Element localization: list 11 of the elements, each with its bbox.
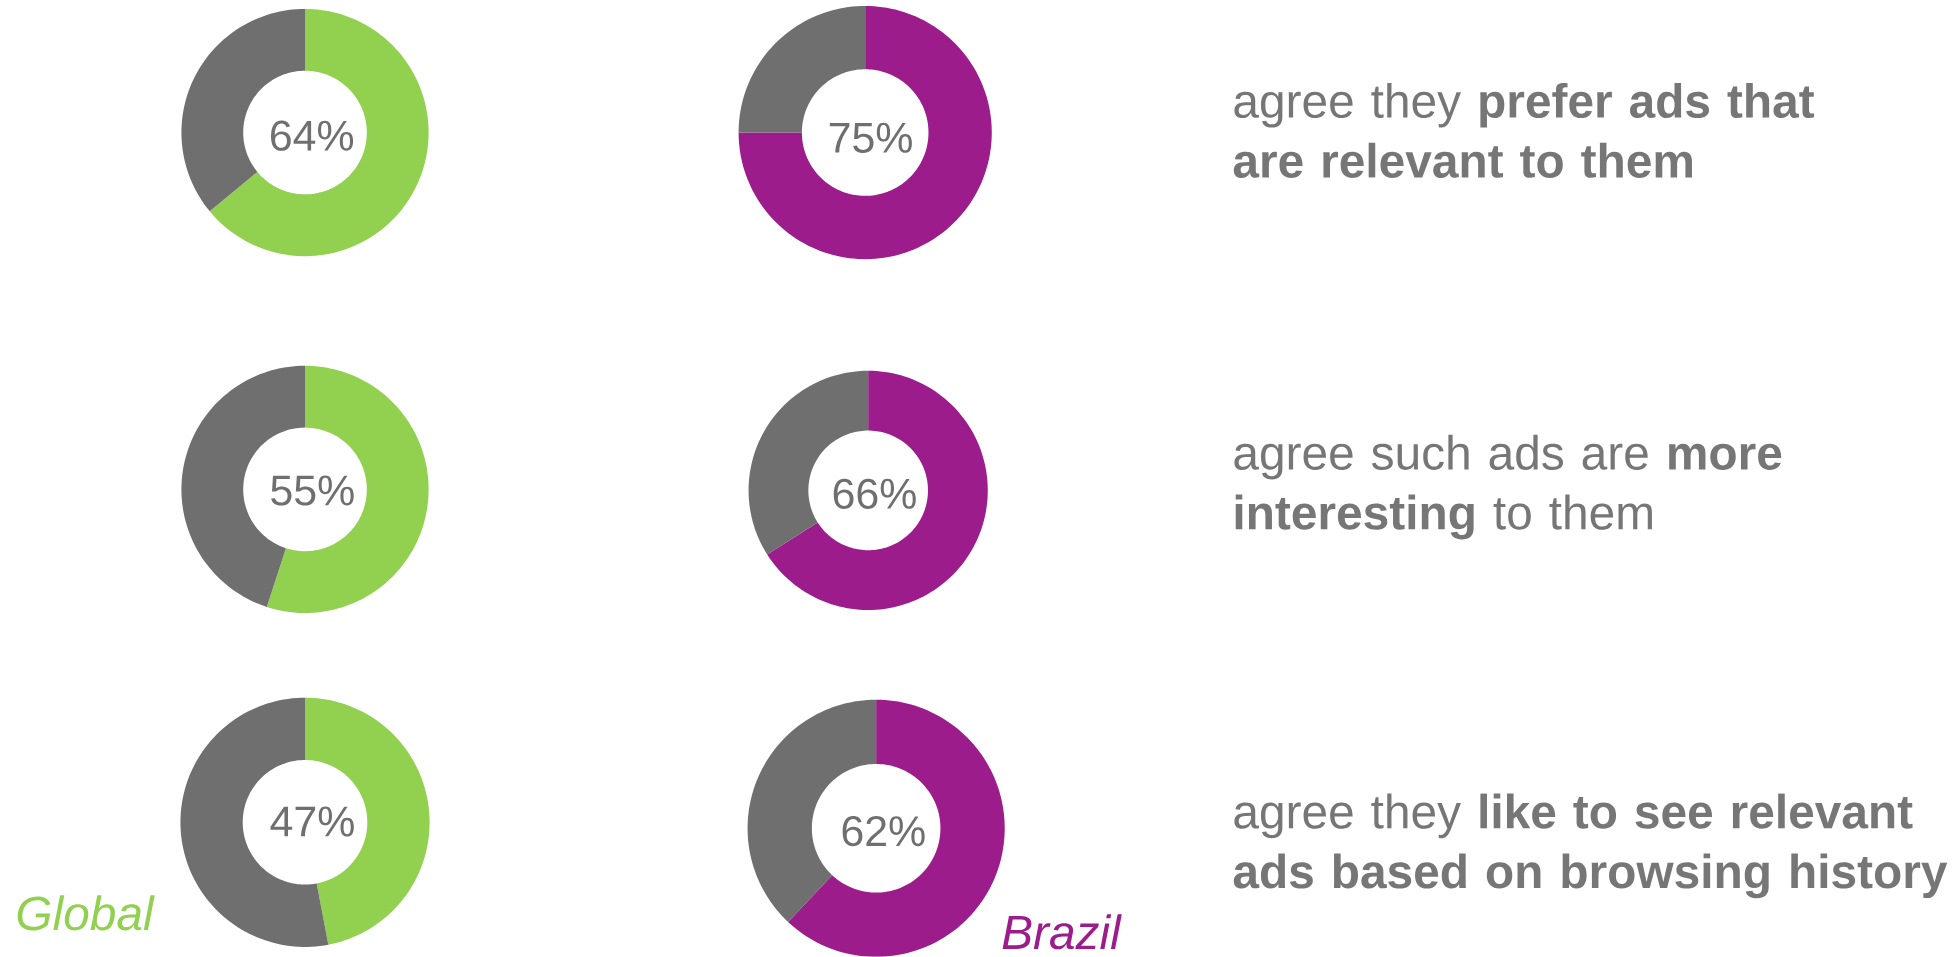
- data-label: 64%: [271, 120, 354, 151]
- data-label: 55%: [271, 475, 354, 506]
- text: agree such ads are more interesting to them: [1234, 434, 1782, 540]
- text: Brazil: [1002, 914, 1122, 950]
- data-label: 47%: [270, 806, 354, 837]
- data-label: 62%: [842, 816, 925, 847]
- data-label: 75%: [829, 122, 912, 154]
- data-label: 66%: [833, 478, 916, 510]
- text: Global: [17, 895, 155, 931]
- text: agree they like to see relevant ads based on browsing history: [1233, 793, 1948, 899]
- text: agree they prefer ads that are relevant to them: [1233, 83, 1815, 178]
